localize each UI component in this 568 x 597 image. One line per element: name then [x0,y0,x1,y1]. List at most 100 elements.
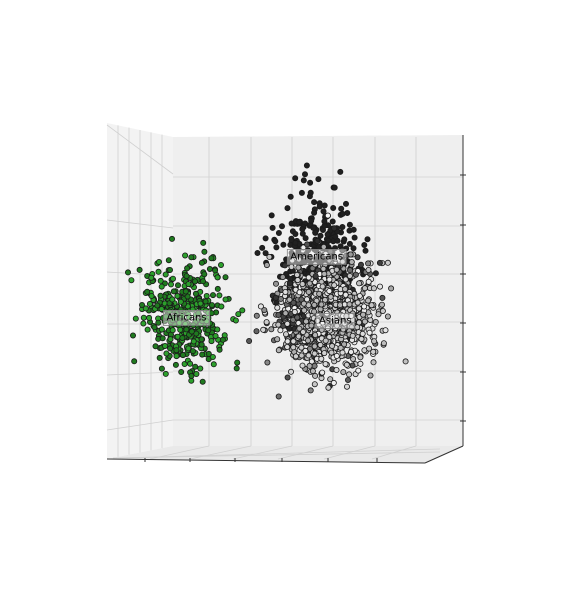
data-point-africans [201,248,208,255]
data-point-americans [338,205,345,212]
data-point-asians [274,304,281,311]
data-point-asians [343,361,350,368]
data-point-americans [317,232,324,239]
data-point-africans [166,266,173,273]
data-point-africans [163,350,170,357]
data-point-asians [361,303,368,310]
data-point-asians [295,333,302,340]
data-point-americans [259,244,266,251]
data-point-mixed [253,312,260,319]
data-point-africans [162,271,169,278]
data-point-africans [198,259,205,266]
data-point-africans [144,288,151,295]
data-point-africans [167,336,174,343]
data-point-mixed [339,247,346,254]
data-point-asians [317,306,324,313]
data-point-americans [307,179,314,186]
data-point-asians [341,341,348,348]
data-point-asians [330,379,337,386]
data-point-asians [312,372,319,379]
data-point-americans [299,226,306,233]
data-point-africans [154,302,161,309]
data-point-asians [331,282,338,289]
data-point-africans [178,368,185,375]
data-point-africans [158,326,165,333]
data-point-americans [337,168,344,175]
data-point-africans [178,313,185,320]
data-point-asians [355,305,362,312]
data-point-mixed [342,276,349,283]
data-point-mixed [272,280,279,287]
data-point-mixed [379,294,386,301]
data-point-africans [209,353,216,360]
data-point-asians [311,381,318,388]
data-point-americans [287,193,294,200]
data-point-africans [199,351,206,358]
data-point-africans [159,335,166,342]
data-point-asians [346,371,353,378]
data-point-africans [169,296,176,303]
label-box [315,312,355,329]
data-point-mixed [354,254,361,261]
data-point-asians [361,318,368,325]
data-point-africans [192,363,199,370]
data-point-asians [337,302,344,309]
data-point-mixed [286,280,293,287]
data-point-africans [218,303,225,310]
data-point-americans [268,212,275,219]
data-point-mixed [312,273,319,280]
data-point-asians [306,280,313,287]
data-point-americans [278,223,285,230]
data-point-americans [289,251,296,258]
data-point-africans [198,341,205,348]
data-point-americans [342,200,349,207]
data-point-mixed [288,263,295,270]
data-point-asians [326,276,333,283]
data-point-asians [325,384,332,391]
data-point-americans [339,210,346,217]
data-point-asians [321,270,328,277]
data-point-americans [308,217,315,224]
data-point-africans [179,334,186,341]
data-point-asians [361,285,368,292]
data-point-americans [298,189,305,196]
data-point-asians [306,362,313,369]
data-point-africans [214,274,221,281]
data-point-asians [260,326,267,333]
data-point-americans [362,247,369,254]
data-point-americans [351,234,358,241]
data-point-africans [155,258,162,265]
data-point-americans [269,224,276,231]
data-point-africans [212,267,219,274]
label-text: Asians [319,315,352,326]
data-point-mixed [246,337,253,344]
data-point-asians [287,368,294,375]
data-point-asians [322,337,329,344]
data-point-mixed [268,326,275,333]
data-point-asians [275,321,282,328]
data-point-americans [344,209,351,216]
data-point-mixed [261,307,268,314]
data-point-africans [168,235,175,242]
data-point-asians [305,352,312,359]
data-point-americans [300,177,307,184]
data-point-mixed [344,376,351,383]
data-point-americans [341,236,348,243]
data-point-mixed [388,285,395,292]
data-point-asians [305,302,312,309]
data-point-mixed [352,271,359,278]
data-point-mixed [346,267,353,274]
data-point-mixed [304,241,311,248]
data-point-asians [402,358,409,365]
data-point-africans [199,278,206,285]
data-point-mixed [324,212,331,219]
data-point-asians [274,336,281,343]
data-point-americans [321,218,328,225]
data-point-americans [292,239,299,246]
data-point-mixed [266,253,273,260]
label-box [163,309,210,326]
data-point-asians [339,349,346,356]
data-point-africans [217,261,224,268]
data-point-asians [322,360,329,367]
data-point-americans [350,226,357,233]
